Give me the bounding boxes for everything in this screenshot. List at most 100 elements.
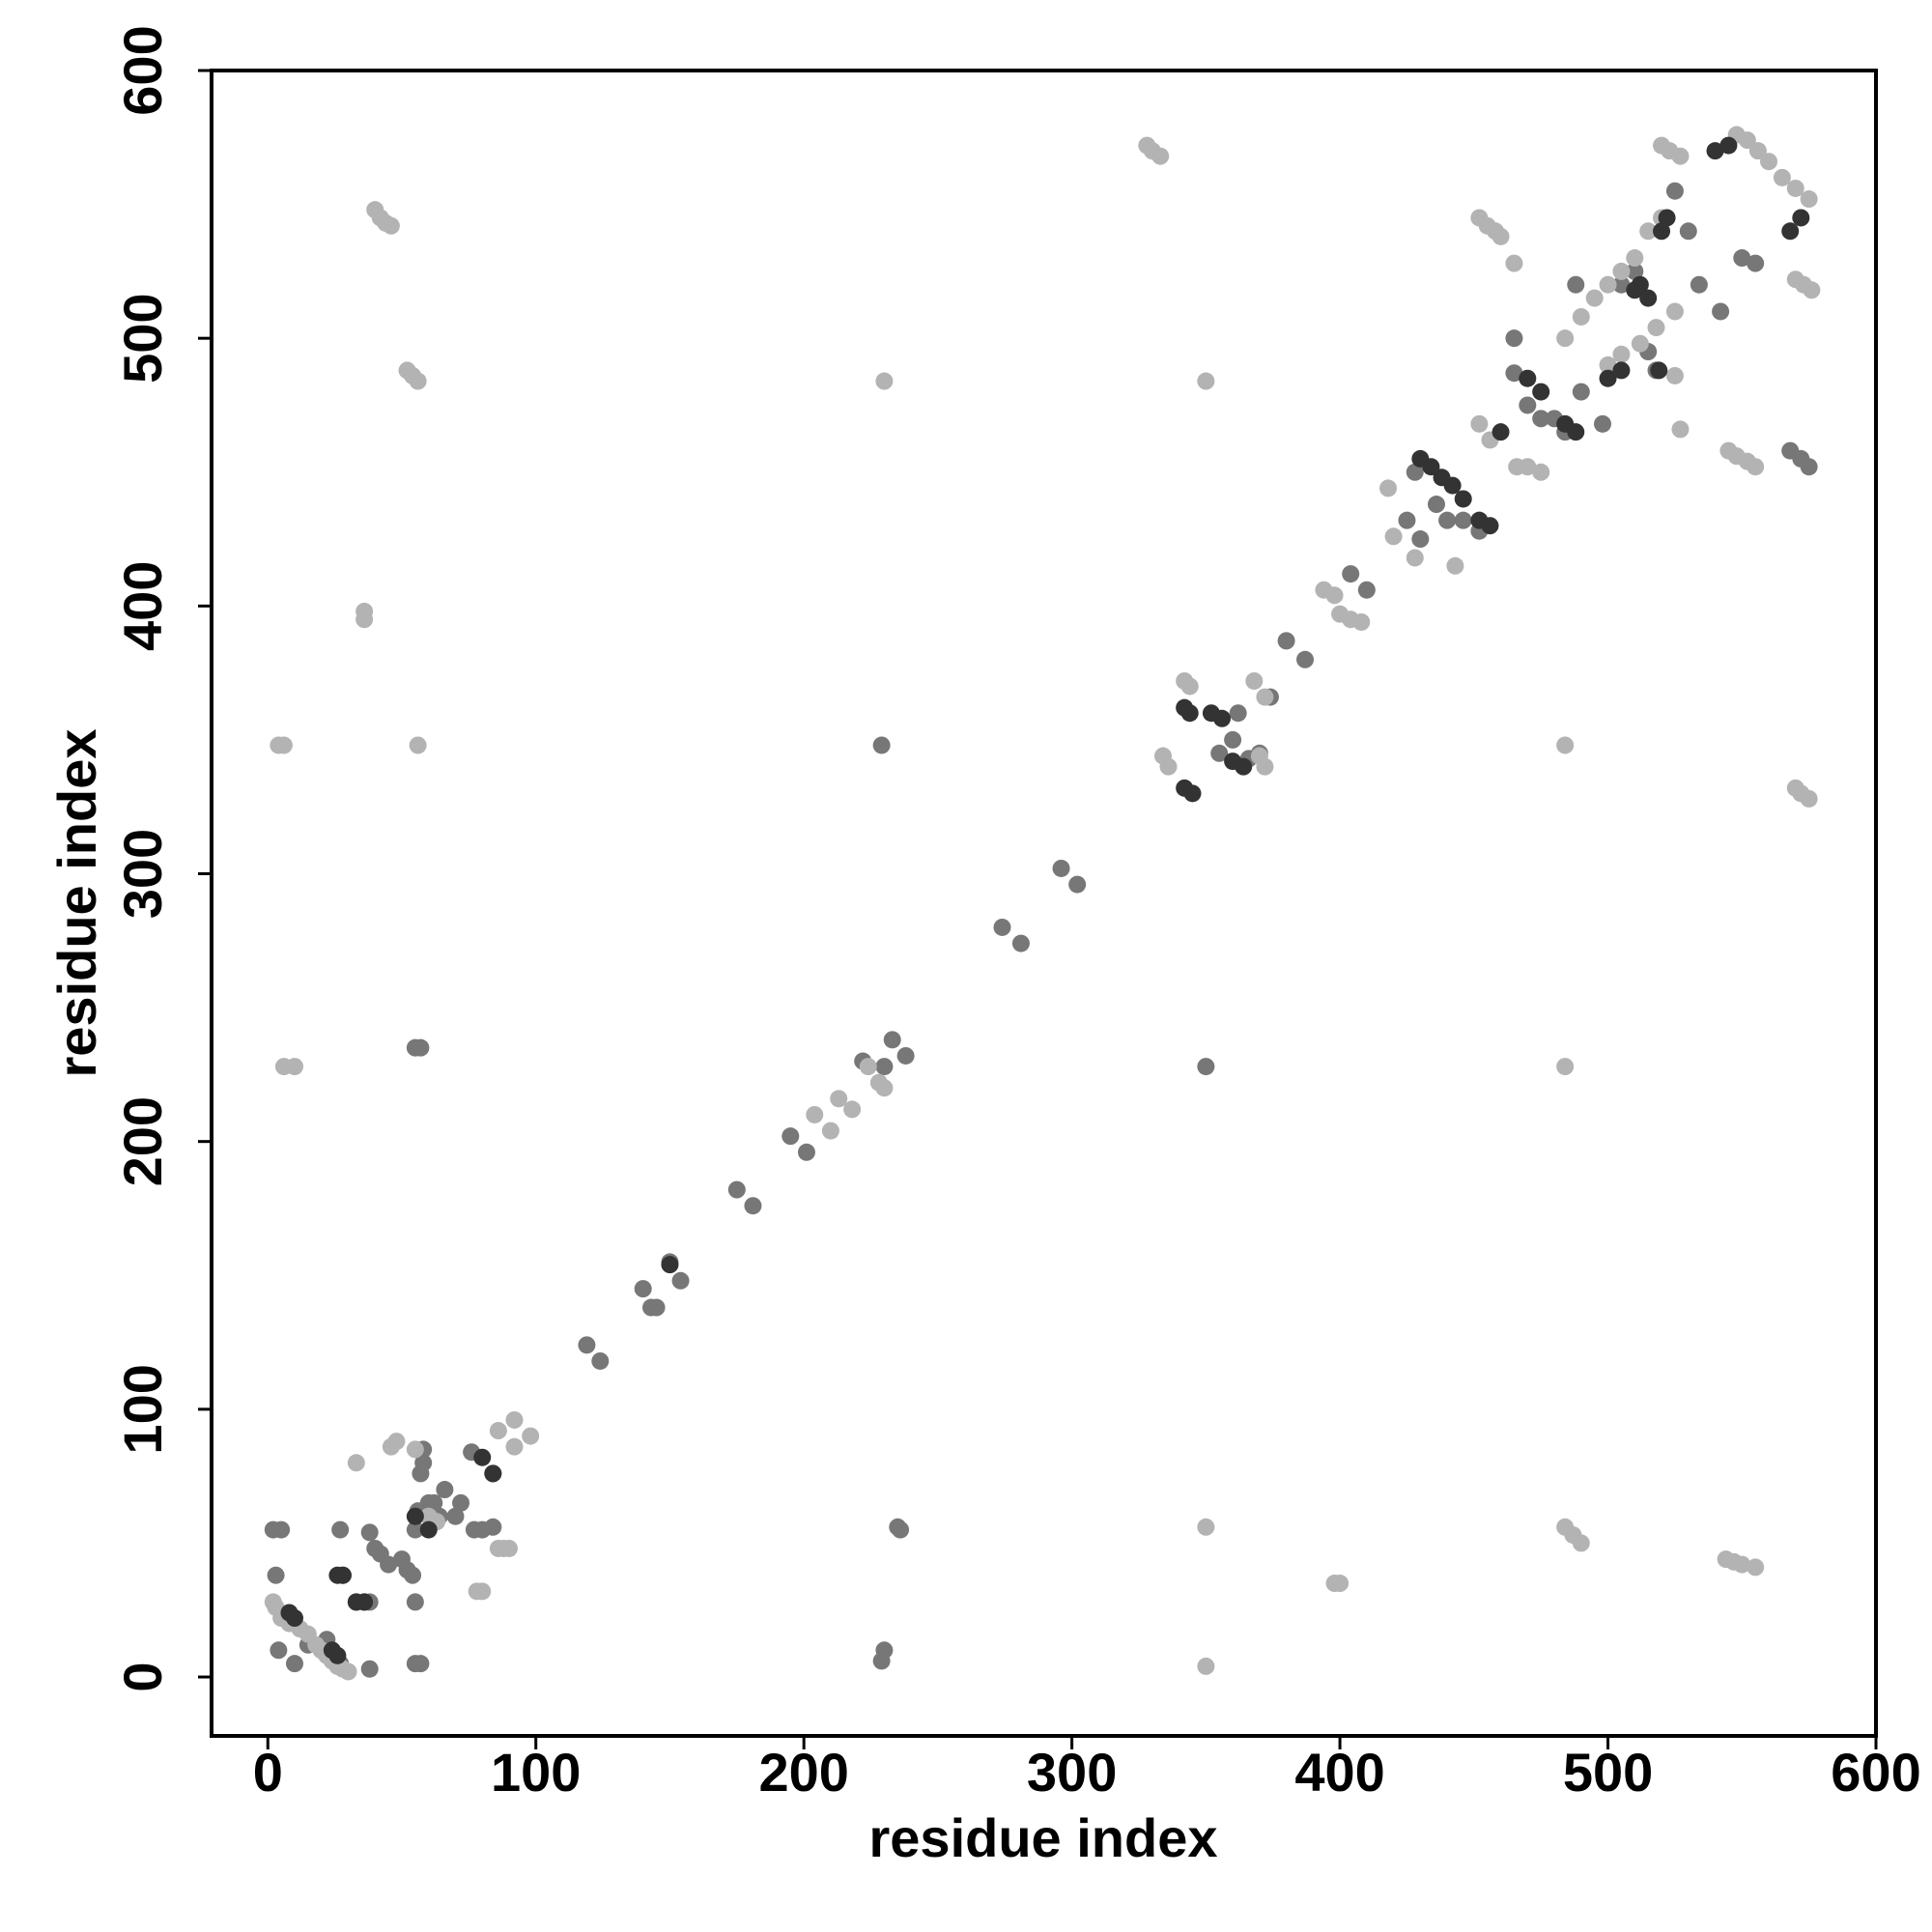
point: [1235, 757, 1253, 776]
x-tick-label: 500: [1563, 1742, 1653, 1803]
point: [1011, 934, 1030, 952]
x-tick-label: 200: [758, 1742, 848, 1803]
point: [267, 1566, 285, 1584]
point: [1325, 586, 1344, 605]
point: [1800, 190, 1818, 209]
point: [1519, 458, 1537, 476]
point: [1572, 1534, 1590, 1552]
point: [578, 1336, 596, 1354]
point: [1712, 302, 1730, 321]
point: [1679, 222, 1697, 241]
point: [1612, 262, 1631, 280]
point: [360, 1660, 379, 1678]
point: [404, 1566, 422, 1584]
point: [647, 1298, 666, 1317]
point: [1747, 1558, 1765, 1577]
point: [355, 1593, 374, 1611]
point: [406, 1507, 424, 1525]
point: [331, 1520, 350, 1539]
point: [1159, 757, 1178, 776]
point: [1446, 556, 1464, 575]
point: [1357, 581, 1376, 599]
point: [387, 1433, 406, 1451]
point: [406, 1520, 424, 1539]
point: [1505, 329, 1523, 348]
point: [1296, 650, 1315, 668]
point: [409, 736, 427, 754]
point: [1690, 275, 1708, 294]
point: [875, 1058, 894, 1076]
point: [473, 1448, 492, 1466]
y-tick-label: 0: [112, 1662, 173, 1691]
point: [484, 1464, 502, 1483]
point: [883, 1031, 901, 1049]
point: [1599, 369, 1617, 387]
point: [1532, 463, 1550, 481]
point: [425, 1493, 443, 1512]
point: [892, 1520, 910, 1539]
point: [1706, 142, 1724, 160]
x-tick-label: 600: [1831, 1742, 1920, 1803]
point: [1639, 289, 1658, 307]
point: [1256, 688, 1274, 706]
point: [859, 1058, 877, 1076]
point: [1671, 147, 1690, 165]
point: [744, 1197, 762, 1215]
point: [1556, 329, 1575, 348]
point: [1197, 1058, 1215, 1076]
point: [1229, 704, 1247, 723]
point: [328, 1646, 347, 1664]
point: [634, 1280, 652, 1298]
point: [489, 1422, 507, 1440]
point: [347, 1454, 365, 1472]
point: [339, 1662, 357, 1681]
point: [446, 1507, 465, 1525]
point: [1197, 372, 1215, 390]
x-tick-label: 100: [491, 1742, 581, 1803]
point: [671, 1271, 690, 1290]
point: [1427, 496, 1445, 514]
point: [1567, 275, 1585, 294]
point: [1612, 345, 1631, 363]
point: [270, 1641, 288, 1660]
point: [1068, 875, 1087, 894]
point: [1519, 369, 1537, 387]
point: [1567, 423, 1585, 441]
point: [1747, 254, 1765, 272]
point: [1532, 383, 1550, 401]
point: [1052, 859, 1070, 877]
point: [1599, 355, 1617, 374]
point: [272, 1520, 291, 1539]
point: [1210, 744, 1229, 762]
point: [993, 918, 1011, 936]
point: [419, 1520, 438, 1539]
point: [1180, 677, 1199, 696]
y-tick-label: 100: [112, 1364, 173, 1454]
point: [1599, 275, 1617, 294]
point: [1631, 334, 1649, 353]
point: [1492, 423, 1510, 441]
point: [484, 1518, 502, 1536]
point: [806, 1105, 824, 1123]
plot-frame: [210, 69, 1878, 1738]
point: [360, 1523, 379, 1542]
point: [1245, 671, 1264, 690]
point: [1626, 262, 1644, 280]
point: [797, 1143, 815, 1161]
point: [1671, 420, 1690, 439]
point: [412, 1038, 430, 1057]
point: [1800, 789, 1818, 808]
point: [409, 372, 427, 390]
point: [1719, 136, 1738, 155]
point: [1647, 319, 1665, 337]
point: [1331, 1575, 1350, 1593]
x-tick-label: 400: [1294, 1742, 1384, 1803]
point: [1422, 458, 1440, 476]
y-tick-label: 400: [112, 561, 173, 651]
point: [1585, 289, 1604, 307]
point: [1760, 153, 1778, 171]
point: [1800, 458, 1818, 476]
point: [1406, 463, 1424, 481]
point: [1183, 784, 1202, 803]
